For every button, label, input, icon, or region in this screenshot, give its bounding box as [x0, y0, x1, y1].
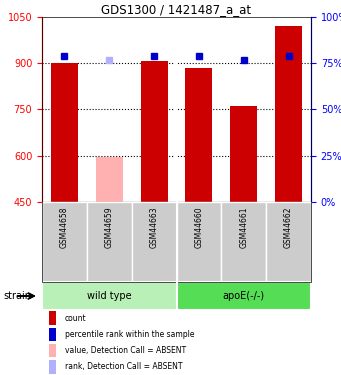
- Title: GDS1300 / 1421487_a_at: GDS1300 / 1421487_a_at: [101, 3, 252, 16]
- Text: count: count: [65, 314, 87, 322]
- Text: rank, Detection Call = ABSENT: rank, Detection Call = ABSENT: [65, 362, 182, 371]
- Text: GSM44658: GSM44658: [60, 206, 69, 248]
- Text: strain: strain: [3, 291, 31, 301]
- Text: GSM44659: GSM44659: [105, 206, 114, 248]
- Text: GSM44663: GSM44663: [150, 206, 159, 248]
- Text: wild type: wild type: [87, 291, 132, 301]
- Bar: [275, 26, 302, 202]
- Text: GSM44661: GSM44661: [239, 206, 248, 248]
- Bar: [96, 157, 123, 202]
- Text: GSM44660: GSM44660: [194, 206, 204, 248]
- Bar: [230, 106, 257, 202]
- Text: GSM44662: GSM44662: [284, 206, 293, 248]
- Bar: [51, 63, 78, 202]
- Text: percentile rank within the sample: percentile rank within the sample: [65, 330, 194, 339]
- Bar: [186, 68, 212, 202]
- Bar: [140, 61, 167, 202]
- Text: value, Detection Call = ABSENT: value, Detection Call = ABSENT: [65, 346, 186, 355]
- Text: apoE(-/-): apoE(-/-): [223, 291, 265, 301]
